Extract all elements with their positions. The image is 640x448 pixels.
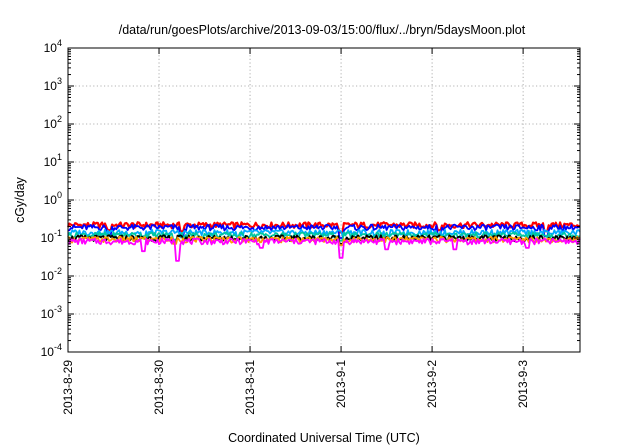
chart-title: /data/run/goesPlots/archive/2013-09-03/1… [119, 23, 526, 37]
y-tick-label: 101 [44, 152, 62, 169]
y-tick-label: 10-4 [41, 342, 62, 359]
x-tick-label: 2013-8-29 [61, 360, 75, 415]
x-tick-label: 2013-8-30 [152, 360, 166, 415]
tick-marks [67, 47, 580, 353]
series-line [67, 231, 581, 242]
x-tick-label: 2013-8-31 [243, 360, 257, 415]
x-tick-label: 2013-9-3 [516, 360, 530, 408]
series-layer [66, 221, 581, 262]
series-line [67, 223, 581, 239]
x-tick-label: 2013-9-2 [425, 360, 439, 408]
y-tick-label: 103 [44, 76, 62, 93]
y-tick-label: 104 [44, 38, 62, 55]
y-tick-label: 100 [44, 190, 62, 207]
grid [68, 48, 580, 352]
x-tick-labels: 2013-8-29 2013-8-30 2013-8-31 2013-9-1 2013-… [61, 360, 530, 415]
series-line [67, 237, 581, 262]
series-line [67, 235, 581, 247]
y-tick-labels: 10-4 10-3 10-2 10-1 100 101 102 103 104 [41, 38, 62, 359]
y-tick-label: 102 [44, 114, 62, 131]
x-axis-label: Coordinated Universal Time (UTC) [228, 431, 420, 445]
y-axis-label: cGy/day [13, 176, 27, 223]
y-tick-label: 10-1 [41, 228, 62, 245]
y-tick-label: 10-3 [41, 304, 62, 321]
y-tick-label: 10-2 [41, 266, 62, 283]
x-tick-label: 2013-9-1 [334, 360, 348, 408]
